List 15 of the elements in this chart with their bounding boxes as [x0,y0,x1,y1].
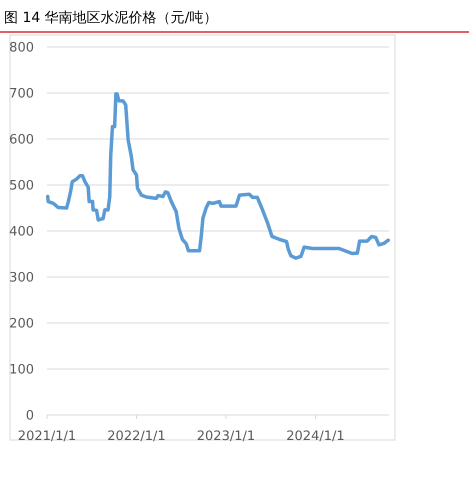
y-tick-label: 0 [26,408,34,424]
chart-title: 图 14 华南地区水泥价格（元/吨） [4,10,218,26]
x-tick-label: 2024/1/1 [286,429,345,444]
y-tick-label: 500 [9,178,34,194]
y-tick-label: 800 [9,40,34,56]
y-tick-label: 400 [9,224,34,240]
y-tick-label: 200 [9,316,34,332]
line-series [46,92,390,260]
x-tick-label: 2023/1/1 [196,429,256,444]
y-tick-label: 700 [9,86,34,102]
y-tick-label: 300 [9,270,34,286]
y-tick-label: 100 [9,362,34,378]
x-tick-label: 2022/1/1 [107,429,166,444]
y-tick-label: 600 [9,132,34,148]
x-tick-label: 2021/1/1 [18,429,76,444]
